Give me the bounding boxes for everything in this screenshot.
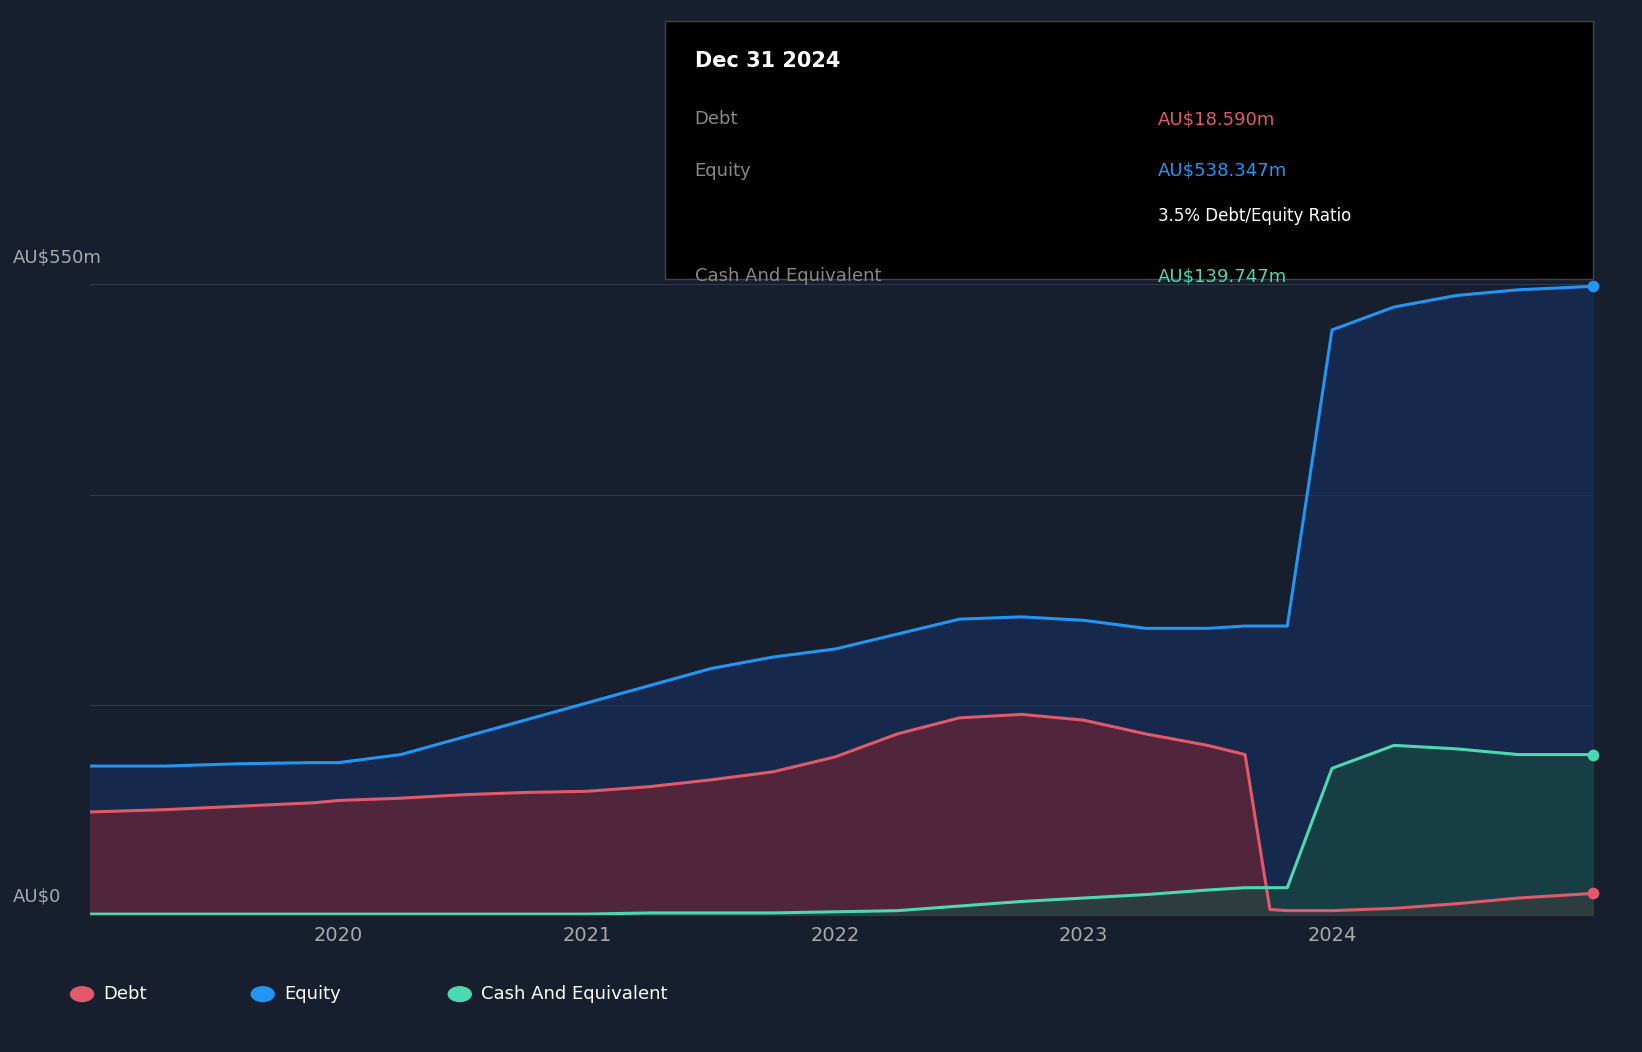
Text: AU$18.590m: AU$18.590m <box>1158 110 1274 128</box>
Text: Cash And Equivalent: Cash And Equivalent <box>695 267 882 285</box>
Text: Cash And Equivalent: Cash And Equivalent <box>481 985 668 1004</box>
Text: Debt: Debt <box>695 110 737 128</box>
Text: Equity: Equity <box>695 162 752 180</box>
Text: AU$538.347m: AU$538.347m <box>1158 162 1287 180</box>
Text: AU$550m: AU$550m <box>13 248 102 267</box>
Point <box>1580 885 1606 902</box>
Text: AU$0: AU$0 <box>13 887 61 906</box>
Point <box>1580 278 1606 295</box>
Text: Equity: Equity <box>284 985 342 1004</box>
Text: Dec 31 2024: Dec 31 2024 <box>695 50 841 70</box>
Text: AU$139.747m: AU$139.747m <box>1158 267 1287 285</box>
Text: 3.5% Debt/Equity Ratio: 3.5% Debt/Equity Ratio <box>1158 206 1351 224</box>
Text: Debt: Debt <box>103 985 146 1004</box>
Point <box>1580 746 1606 763</box>
